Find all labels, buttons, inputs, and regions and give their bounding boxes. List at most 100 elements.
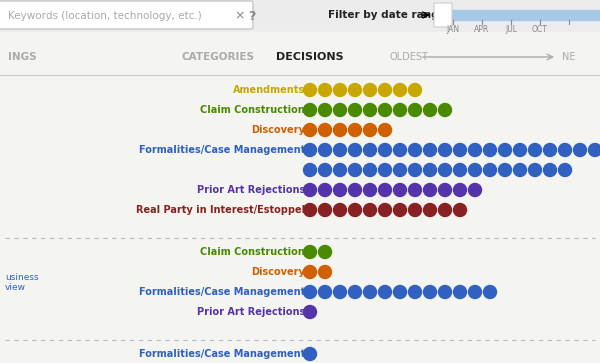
Text: CATEGORIES: CATEGORIES — [182, 52, 254, 62]
Circle shape — [319, 265, 331, 278]
Circle shape — [304, 204, 317, 216]
Circle shape — [454, 163, 467, 176]
Circle shape — [349, 123, 361, 136]
Circle shape — [319, 204, 331, 216]
Circle shape — [439, 184, 452, 196]
Circle shape — [409, 204, 421, 216]
Circle shape — [529, 143, 542, 156]
Circle shape — [499, 143, 511, 156]
Circle shape — [319, 83, 331, 97]
Circle shape — [394, 286, 407, 298]
Circle shape — [544, 143, 557, 156]
Text: Discovery: Discovery — [251, 267, 305, 277]
FancyBboxPatch shape — [0, 1, 253, 29]
Circle shape — [319, 245, 331, 258]
Circle shape — [529, 163, 542, 176]
Circle shape — [334, 143, 347, 156]
Circle shape — [409, 143, 421, 156]
Text: Formalities/Case Management: Formalities/Case Management — [139, 349, 305, 359]
Circle shape — [574, 143, 587, 156]
Text: Discovery: Discovery — [251, 125, 305, 135]
Text: JAN: JAN — [446, 25, 460, 34]
Text: Amendments: Amendments — [233, 85, 305, 95]
Circle shape — [454, 143, 467, 156]
Text: Formalities/Case Management: Formalities/Case Management — [139, 287, 305, 297]
Circle shape — [319, 143, 331, 156]
Circle shape — [424, 286, 437, 298]
Text: APR: APR — [475, 25, 490, 34]
Circle shape — [469, 143, 482, 156]
Circle shape — [364, 184, 377, 196]
Circle shape — [589, 143, 600, 156]
Circle shape — [439, 204, 452, 216]
Circle shape — [409, 184, 421, 196]
Text: Prior Art Rejections: Prior Art Rejections — [197, 185, 305, 195]
Circle shape — [469, 184, 482, 196]
Circle shape — [304, 163, 317, 176]
Circle shape — [469, 163, 482, 176]
Circle shape — [439, 163, 452, 176]
Text: Prior Art Rejections: Prior Art Rejections — [197, 307, 305, 317]
Circle shape — [349, 103, 361, 117]
Circle shape — [544, 163, 557, 176]
Circle shape — [409, 83, 421, 97]
Circle shape — [334, 123, 347, 136]
Text: Claim Construction: Claim Construction — [200, 247, 305, 257]
Circle shape — [304, 83, 317, 97]
Circle shape — [439, 143, 452, 156]
Text: JUL: JUL — [505, 25, 517, 34]
Text: OCT: OCT — [532, 25, 548, 34]
Circle shape — [334, 83, 347, 97]
Circle shape — [454, 286, 467, 298]
Bar — [451, 10, 599, 20]
Circle shape — [499, 163, 511, 176]
Circle shape — [514, 163, 527, 176]
Circle shape — [394, 184, 407, 196]
Circle shape — [349, 163, 361, 176]
Circle shape — [364, 163, 377, 176]
Circle shape — [409, 103, 421, 117]
Circle shape — [469, 286, 482, 298]
Circle shape — [394, 143, 407, 156]
Circle shape — [364, 103, 377, 117]
Circle shape — [349, 204, 361, 216]
Circle shape — [349, 286, 361, 298]
Circle shape — [379, 204, 392, 216]
Circle shape — [424, 103, 437, 117]
Text: view: view — [5, 282, 26, 291]
Circle shape — [409, 163, 421, 176]
Circle shape — [334, 163, 347, 176]
Circle shape — [559, 163, 571, 176]
Text: Keywords (location, technology, etc.): Keywords (location, technology, etc.) — [8, 11, 202, 21]
Circle shape — [304, 123, 317, 136]
Circle shape — [364, 286, 377, 298]
Circle shape — [484, 163, 497, 176]
Circle shape — [394, 103, 407, 117]
Circle shape — [364, 83, 377, 97]
Circle shape — [379, 103, 392, 117]
Circle shape — [304, 143, 317, 156]
Text: ?: ? — [248, 9, 256, 23]
Circle shape — [319, 286, 331, 298]
Circle shape — [319, 103, 331, 117]
Circle shape — [409, 286, 421, 298]
Circle shape — [424, 204, 437, 216]
Circle shape — [424, 143, 437, 156]
Circle shape — [304, 103, 317, 117]
Circle shape — [349, 143, 361, 156]
Circle shape — [364, 143, 377, 156]
Circle shape — [514, 143, 527, 156]
Circle shape — [439, 103, 452, 117]
Circle shape — [484, 143, 497, 156]
Circle shape — [484, 286, 497, 298]
Text: Formalities/Case Management: Formalities/Case Management — [139, 145, 305, 155]
Circle shape — [319, 123, 331, 136]
Circle shape — [379, 163, 392, 176]
Circle shape — [334, 204, 347, 216]
Text: usiness: usiness — [5, 273, 38, 281]
Circle shape — [379, 83, 392, 97]
Circle shape — [334, 286, 347, 298]
Circle shape — [364, 123, 377, 136]
Text: Filter by date range: Filter by date range — [328, 10, 446, 20]
Circle shape — [334, 184, 347, 196]
